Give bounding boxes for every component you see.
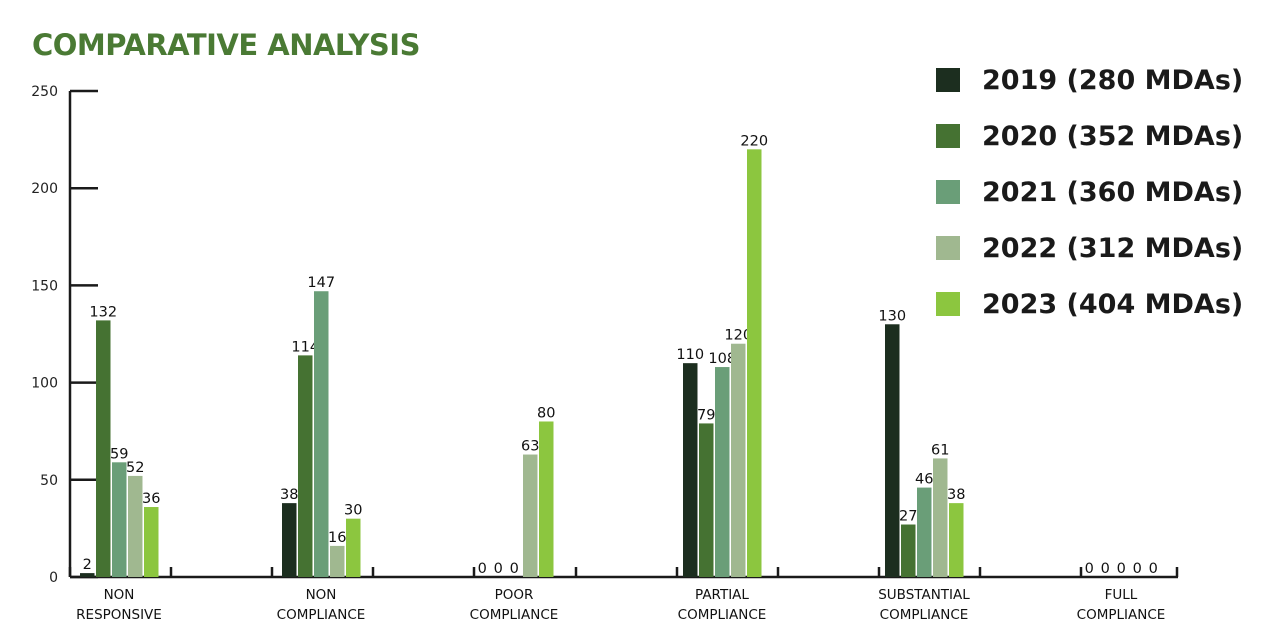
data-label: 46 xyxy=(915,472,933,488)
legend-swatch xyxy=(936,124,960,148)
data-label: 0 xyxy=(478,561,487,577)
data-label: 0 xyxy=(1149,561,1158,577)
legend-label: 2023 (404 MDAs) xyxy=(982,288,1244,320)
category-label: NON xyxy=(306,587,337,603)
category-label: SUBSTANTIAL xyxy=(878,587,970,603)
data-label: 80 xyxy=(537,405,555,421)
legend-item: 2023 (404 MDAs) xyxy=(936,276,1243,332)
legend-label: 2019 (280 MDAs) xyxy=(982,64,1244,96)
bar xyxy=(949,503,964,577)
legend-swatch xyxy=(936,180,960,204)
category-label: NON xyxy=(104,587,135,603)
data-label: 36 xyxy=(142,491,160,507)
bar xyxy=(80,573,95,577)
category-label: COMPLIANCE xyxy=(880,607,969,623)
data-label: 63 xyxy=(521,439,539,455)
data-label: 0 xyxy=(494,561,503,577)
y-tick-label: 100 xyxy=(31,376,58,392)
bar xyxy=(715,367,730,577)
bar xyxy=(346,518,361,577)
legend-swatch xyxy=(936,236,960,260)
legend-label: 2020 (352 MDAs) xyxy=(982,120,1244,152)
legend-item: 2020 (352 MDAs) xyxy=(936,108,1243,164)
legend-item: 2021 (360 MDAs) xyxy=(936,164,1243,220)
category-label: RESPONSIVE xyxy=(76,607,162,623)
category-label: COMPLIANCE xyxy=(277,607,366,623)
bar xyxy=(731,343,746,577)
data-label: 130 xyxy=(878,308,906,324)
bar xyxy=(330,545,345,577)
bar xyxy=(539,421,554,577)
bar xyxy=(298,355,313,577)
y-tick-label: 250 xyxy=(31,84,58,100)
y-tick-label: 200 xyxy=(31,181,58,197)
data-label: 132 xyxy=(89,304,117,320)
y-tick-label: 50 xyxy=(40,473,58,489)
data-label: 108 xyxy=(708,351,736,367)
category-label: PARTIAL xyxy=(695,587,749,603)
y-tick-label: 0 xyxy=(49,570,58,586)
data-label: 38 xyxy=(947,487,965,503)
bar xyxy=(96,320,111,577)
y-tick-label: 150 xyxy=(31,278,58,294)
data-label: 114 xyxy=(291,339,319,355)
legend-item: 2019 (280 MDAs) xyxy=(936,52,1243,108)
bar xyxy=(282,503,297,577)
legend-label: 2022 (312 MDAs) xyxy=(982,232,1244,264)
legend: 2019 (280 MDAs) 2020 (352 MDAs) 2021 (36… xyxy=(936,52,1243,332)
data-label: 38 xyxy=(280,487,298,503)
category-label: COMPLIANCE xyxy=(678,607,767,623)
data-label: 61 xyxy=(931,442,949,458)
legend-swatch xyxy=(936,68,960,92)
data-label: 79 xyxy=(697,407,715,423)
data-label: 0 xyxy=(1085,561,1094,577)
category-label: COMPLIANCE xyxy=(1077,607,1166,623)
bar xyxy=(128,475,143,577)
data-label: 2 xyxy=(83,557,92,573)
bar xyxy=(917,487,932,577)
legend-label: 2021 (360 MDAs) xyxy=(982,176,1244,208)
data-label: 220 xyxy=(740,133,768,149)
legend-item: 2022 (312 MDAs) xyxy=(936,220,1243,276)
data-label: 27 xyxy=(899,509,917,525)
bar xyxy=(933,458,948,577)
data-label: 0 xyxy=(1101,561,1110,577)
data-label: 0 xyxy=(510,561,519,577)
bar xyxy=(901,524,916,577)
category-label: COMPLIANCE xyxy=(470,607,559,623)
bar xyxy=(112,462,127,577)
category-label: POOR xyxy=(495,587,534,603)
bar xyxy=(144,507,159,577)
bar xyxy=(699,423,714,577)
data-label: 0 xyxy=(1117,561,1126,577)
data-label: 52 xyxy=(126,460,144,476)
category-label: FULL xyxy=(1105,587,1138,603)
data-label: 120 xyxy=(724,328,752,344)
data-label: 0 xyxy=(1133,561,1142,577)
bar xyxy=(747,149,762,577)
chart-title: COMPARATIVE ANALYSIS xyxy=(32,28,420,62)
data-label: 16 xyxy=(328,530,346,546)
data-label: 30 xyxy=(344,503,362,519)
data-label: 110 xyxy=(676,347,704,363)
bar xyxy=(523,454,538,577)
data-label: 147 xyxy=(307,275,335,291)
bar xyxy=(885,324,900,577)
bar xyxy=(683,363,698,577)
bar xyxy=(314,291,329,577)
data-label: 59 xyxy=(110,446,128,462)
legend-swatch xyxy=(936,292,960,316)
